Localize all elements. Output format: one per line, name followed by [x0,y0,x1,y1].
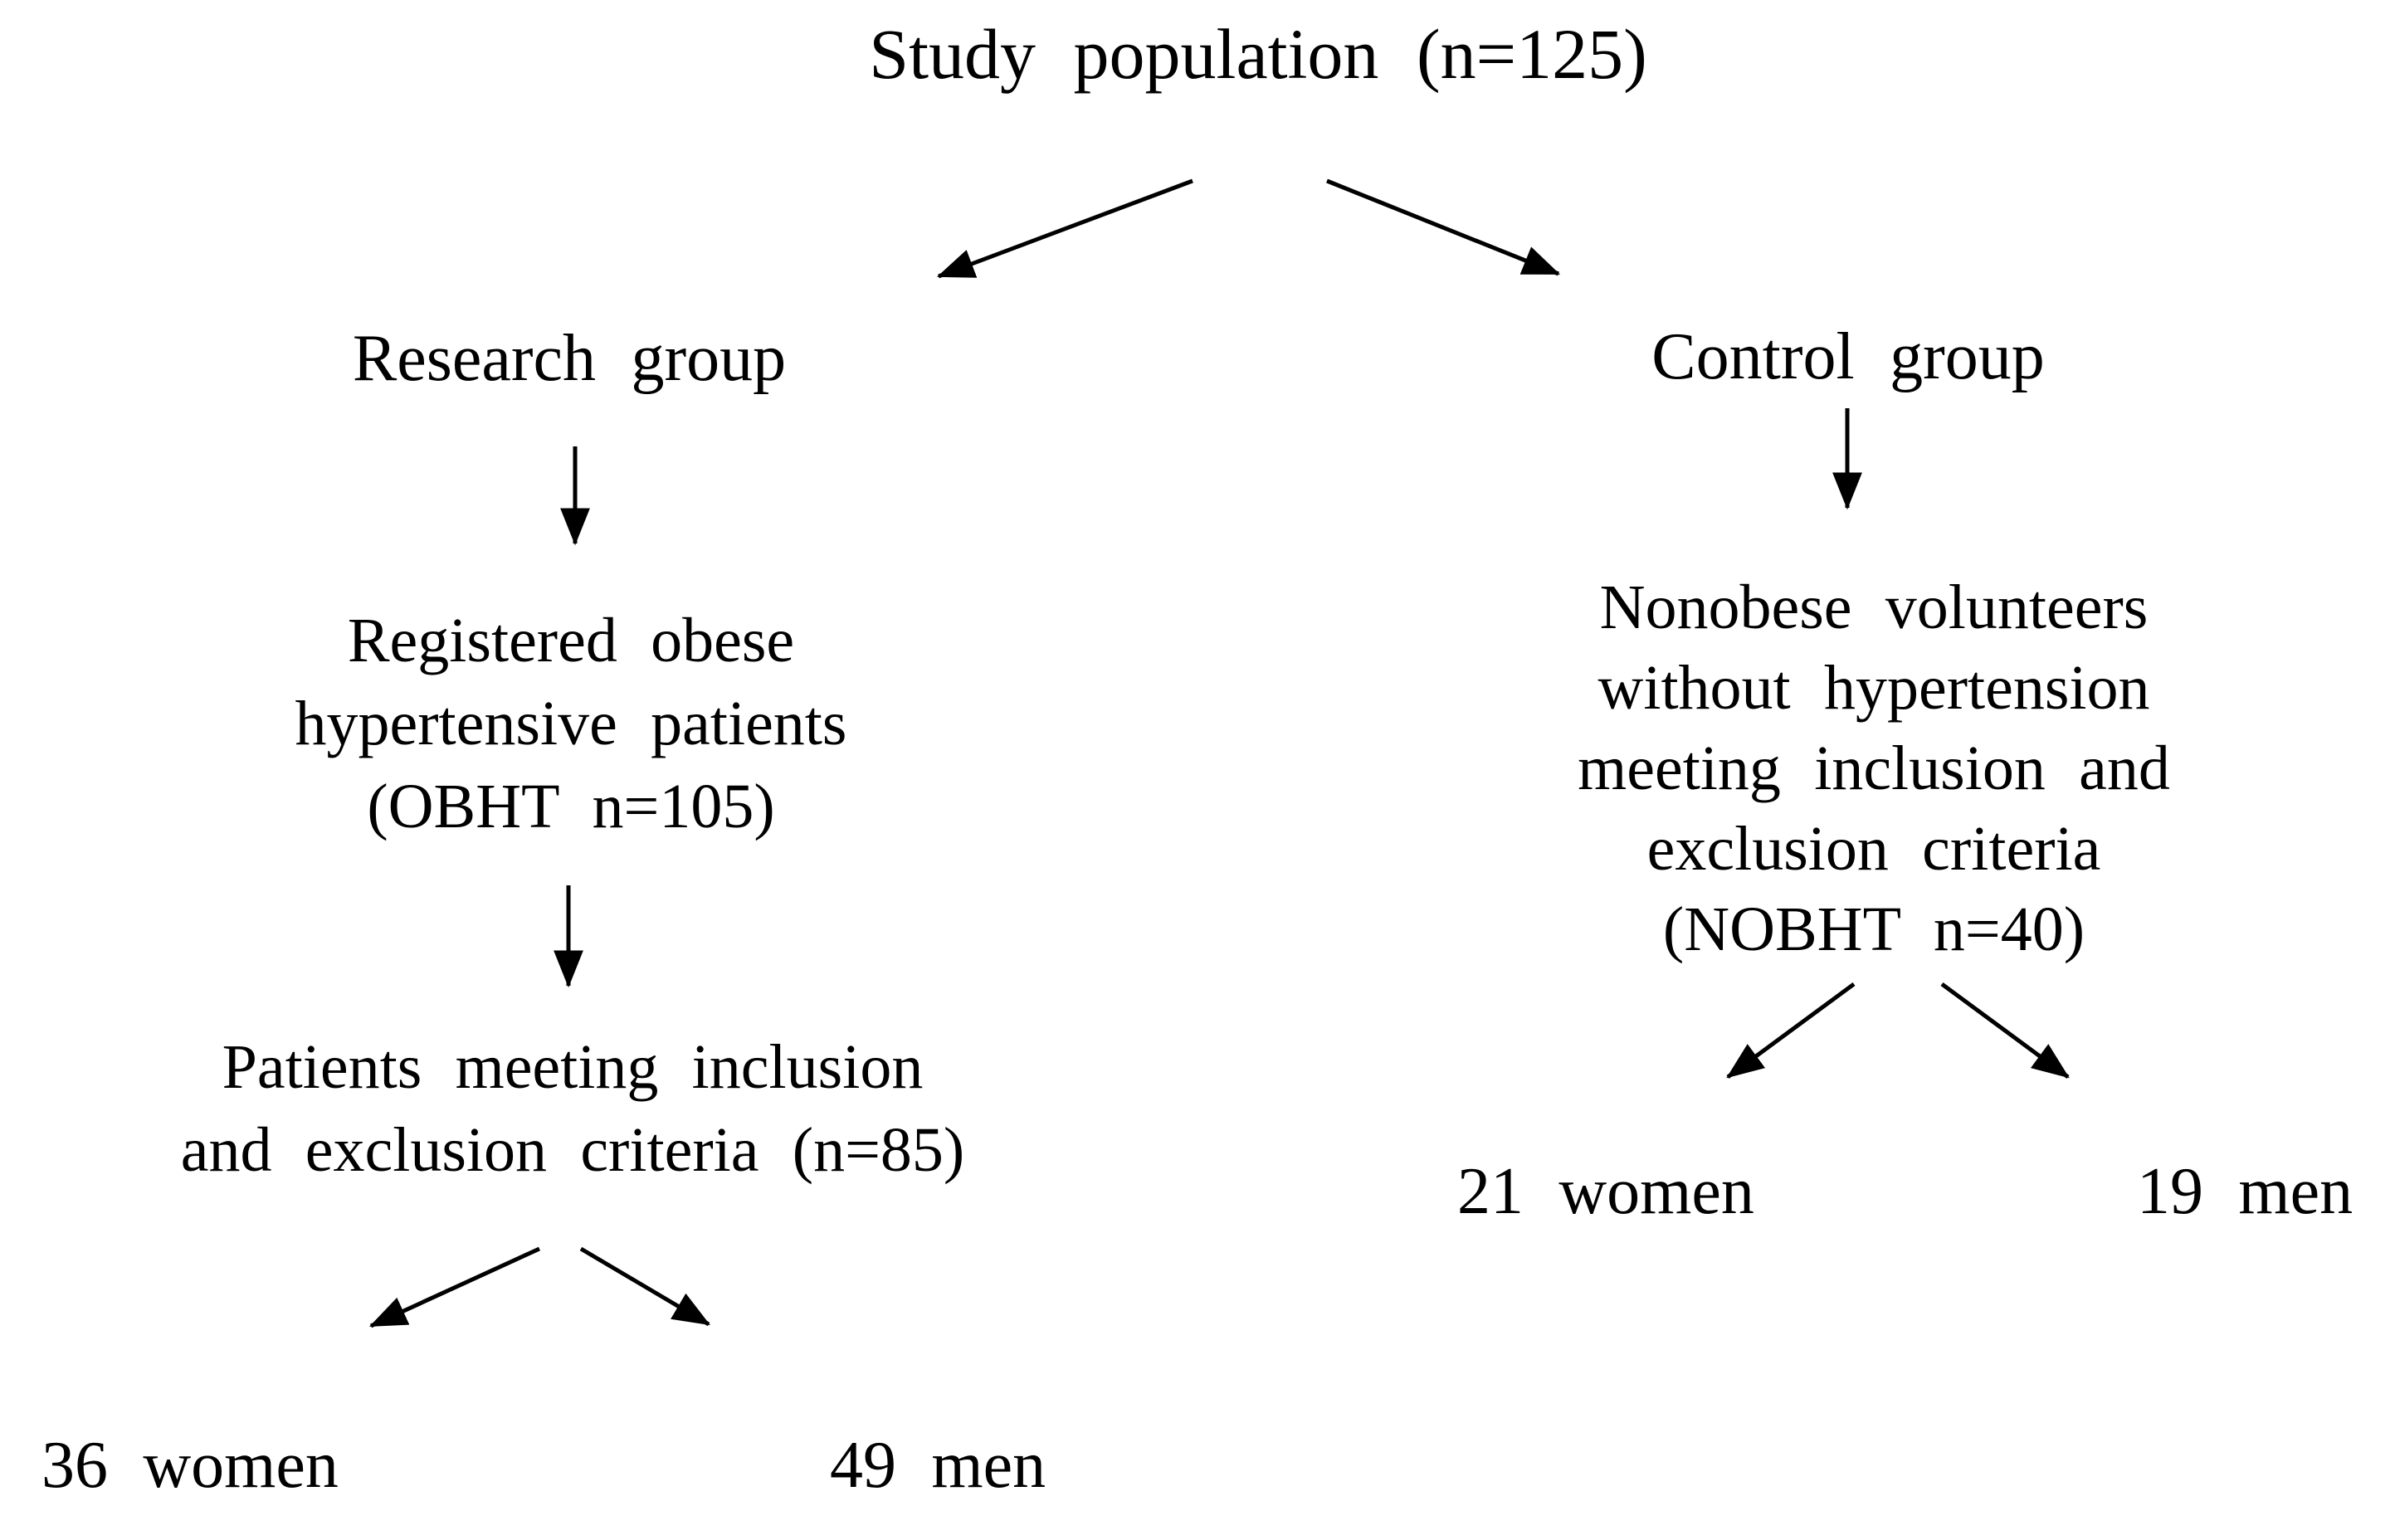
arrow-study-to-research [936,178,1193,279]
men-49-node: 49 men [830,1429,1046,1502]
arrow-nobht-to-19-men [1940,982,2070,1079]
obht-line-3: (OBHT n=105) [367,772,775,841]
nobht-line-3: meeting inclusion and [1578,733,2170,803]
study-population-node: Study population (n=125) [869,14,1647,94]
nobht-line-5: (NOBHT n=40) [1662,894,2085,964]
criteria-node: Patients meeting inclusion and exclusion… [181,1026,964,1192]
obht-line-2: hypertensive patients [295,689,847,758]
arrow-criteria-to-36-women [368,1246,541,1328]
control-group-node: Control group [1651,320,2045,393]
criteria-line-2: and exclusion criteria (n=85) [180,1115,965,1185]
arrow-nobht-to-21-women [1726,982,1856,1079]
arrow-criteria-to-49-men [579,1246,710,1327]
women-21-node: 21 women [1457,1155,1754,1228]
nobht-line-4: exclusion criteria [1646,814,2101,884]
obht-line-1: Registered obese [347,606,795,675]
nobht-line-1: Nonobese volunteers [1599,573,2149,642]
nobht-line-2: without hypertension [1597,653,2150,723]
arrow-study-to-control [1326,178,1561,276]
obht-node: Registered obese hypertensive patients (… [295,599,847,848]
men-19-node: 19 men [2137,1155,2354,1228]
research-group-node: Research group [352,322,787,395]
women-36-node: 36 women [41,1429,339,1502]
criteria-line-1: Patients meeting inclusion [222,1032,924,1102]
nobht-node: Nonobese volunteers without hypertension… [1578,568,2170,970]
